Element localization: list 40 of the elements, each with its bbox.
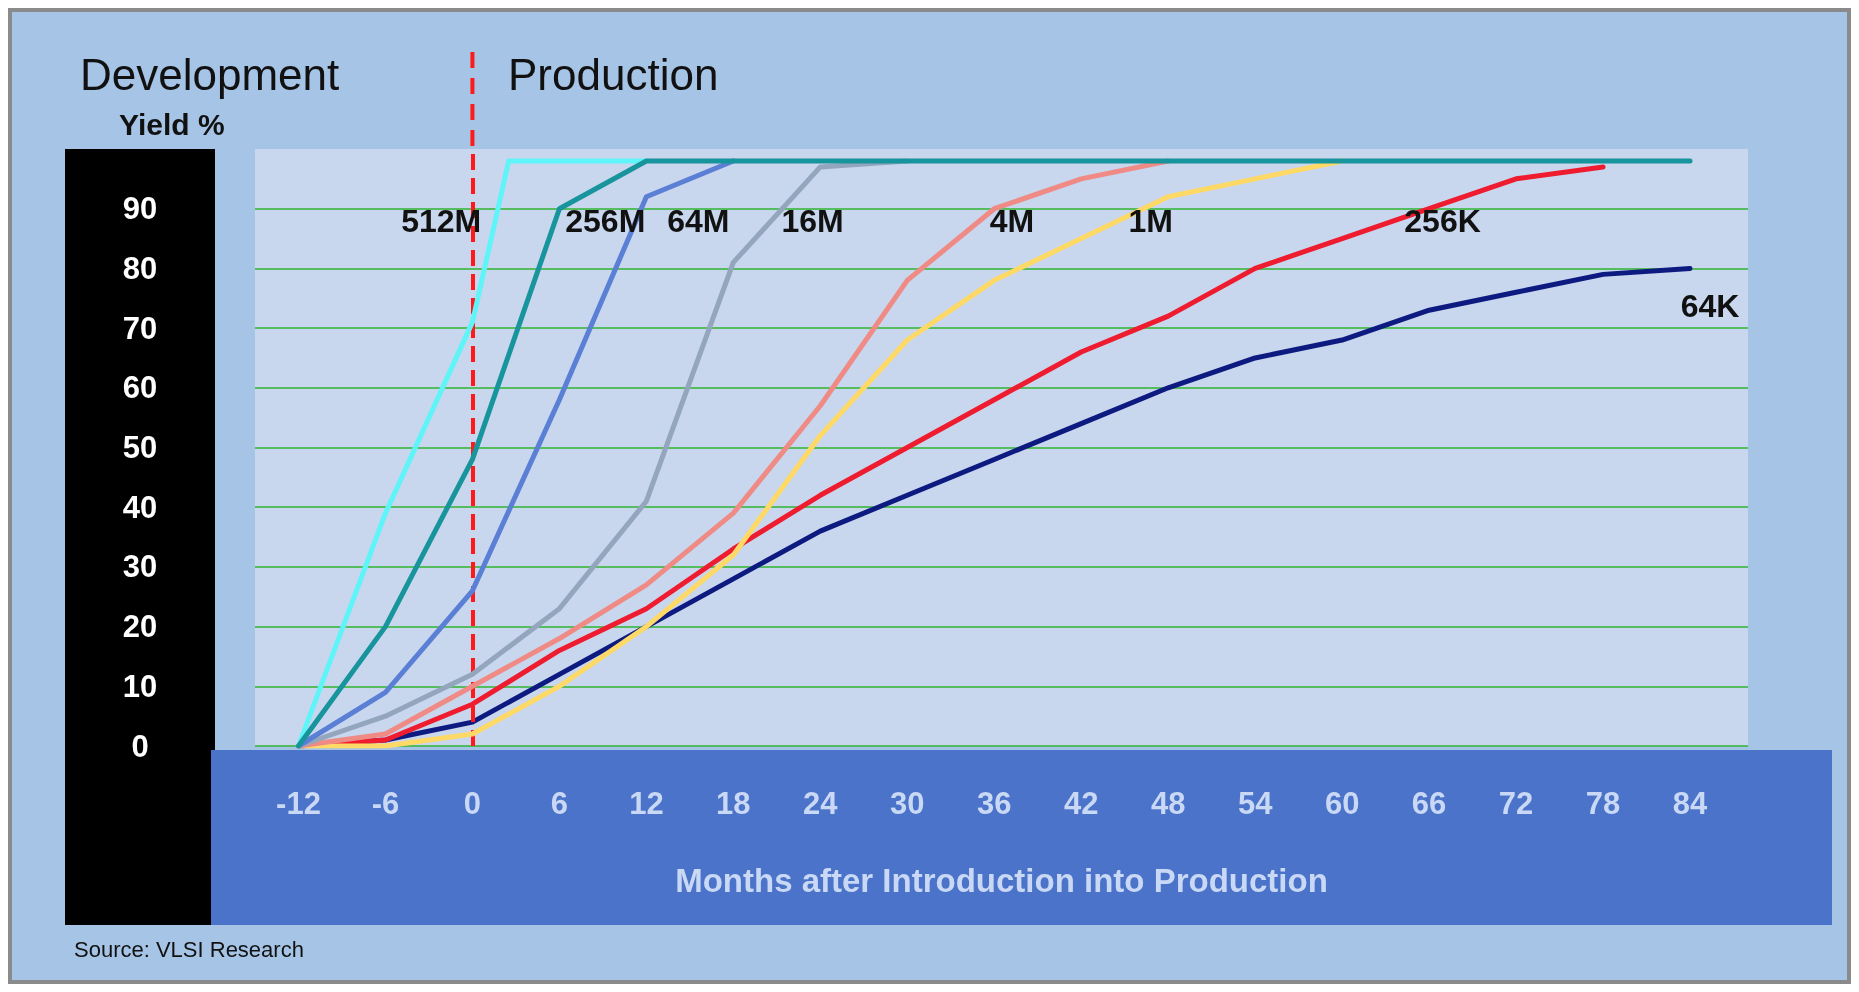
series-label: 4M — [989, 202, 1035, 239]
y-tick-label: 30 — [122, 549, 158, 585]
x-tick-label: 36 — [977, 786, 1012, 821]
x-tick-label: 54 — [1237, 786, 1274, 821]
y-tick-label: 50 — [122, 430, 158, 465]
x-tick-label: 0 — [463, 786, 482, 821]
y-tick-label: 90 — [122, 191, 158, 227]
series-label: 16M — [781, 202, 844, 239]
x-tick-label: 78 — [1585, 786, 1621, 821]
x-tick-label: 48 — [1150, 786, 1186, 821]
y-tick-label: 20 — [122, 609, 158, 645]
x-tick-label: 18 — [716, 786, 751, 821]
x-tick-label: 42 — [1063, 786, 1099, 821]
text: Development — [80, 49, 340, 99]
series-label: 1M — [1128, 202, 1173, 239]
y-tick-label: 70 — [122, 310, 158, 346]
y-tick-label: 80 — [122, 250, 158, 286]
x-tick-label: 66 — [1411, 786, 1447, 821]
source-note: Source: VLSI Research — [74, 936, 304, 962]
x-tick-label: 60 — [1324, 786, 1360, 821]
series-label: 256K — [1404, 202, 1481, 239]
y-tick-label: 60 — [122, 370, 158, 406]
x-tick-label: 84 — [1672, 786, 1709, 821]
x-tick-label: 30 — [890, 786, 925, 821]
y-tick-label: 0 — [131, 728, 149, 764]
series-label: 64K — [1680, 288, 1740, 325]
x-tick-label: 24 — [803, 786, 839, 821]
x-tick-label: 12 — [629, 786, 664, 821]
y-tick-label: 40 — [122, 489, 158, 525]
y-axis-title: Yield % — [119, 107, 225, 141]
y-tick-label: 10 — [122, 668, 158, 704]
x-tick-label: 6 — [550, 786, 569, 821]
x-tick-label: 72 — [1498, 786, 1534, 821]
series-label: 256M — [565, 202, 646, 239]
x-tick-label: -12 — [276, 786, 321, 821]
x-tick-label: -6 — [371, 786, 400, 821]
series-label: 512M — [401, 202, 482, 239]
text: Production — [508, 49, 719, 99]
x-axis-title: Months after Introduction into Production — [675, 862, 1328, 899]
series-label: 64M — [667, 202, 730, 239]
